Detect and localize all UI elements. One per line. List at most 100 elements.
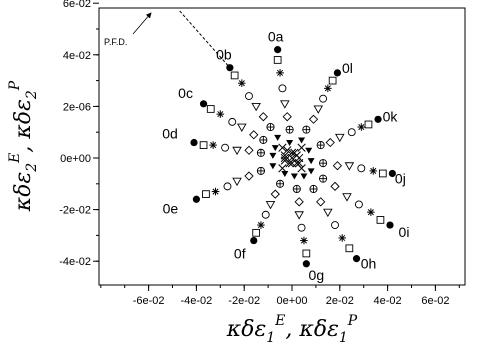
marker-filled-circle <box>190 138 198 147</box>
marker-x-cross <box>287 148 297 157</box>
series-label-0b: 0b <box>216 47 232 63</box>
series-0g <box>287 159 311 268</box>
marker-inverted-triangle <box>232 177 242 187</box>
plot-frame <box>98 7 466 286</box>
x-tick-label: -6e-02 <box>133 295 165 307</box>
marker-open-circle <box>221 143 230 152</box>
marker-filled-triangle <box>300 173 308 180</box>
marker-x-stroke <box>283 146 292 155</box>
marker-x-cross <box>297 143 306 152</box>
series-0e <box>192 156 289 203</box>
marker-crossed-circle <box>319 174 328 183</box>
marker-star-stroke <box>277 69 284 76</box>
marker-crossed-circle <box>319 159 328 168</box>
marker-open-circle <box>297 223 306 232</box>
marker-filled-triangle <box>307 158 315 165</box>
marker-filled-circle <box>388 169 396 178</box>
marker-diamond <box>258 112 268 122</box>
marker-x-cross <box>292 159 301 168</box>
marker-inverted-triangle <box>313 105 324 114</box>
marker-square <box>252 228 261 237</box>
marker-diamond <box>316 197 326 207</box>
marker-filled-circle <box>274 46 282 54</box>
marker-star <box>238 79 246 87</box>
marker-inverted-triangle <box>237 123 247 132</box>
svg-text:κδε2E, κδε2P: κδε2E, κδε2P <box>7 80 40 212</box>
marker-x-stroke <box>292 159 301 168</box>
marker-star-stroke <box>217 111 224 118</box>
marker-x-stroke <box>287 148 297 157</box>
series-0d <box>190 138 289 163</box>
marker-open-circle <box>278 84 287 93</box>
x-axis-title: κδε1E, κδε1P <box>226 313 358 346</box>
marker-filled-triangle <box>298 137 306 144</box>
marker-inverted-triangle <box>294 211 304 220</box>
series-0i <box>295 159 394 229</box>
y-tick-label: 2e-06 <box>63 101 91 113</box>
marker-star-stroke <box>238 80 245 87</box>
marker-filled-triangle <box>281 170 289 177</box>
marker-diamond <box>244 171 254 181</box>
series-0j <box>295 153 396 178</box>
marker-filled-triangle <box>290 173 298 180</box>
marker-open-circle <box>223 182 232 191</box>
series-label-0k: 0k <box>383 108 399 124</box>
marker-star <box>369 167 378 175</box>
series-label-0h: 0h <box>361 256 377 272</box>
marker-filled-circle <box>386 221 394 229</box>
marker-crossed-circle <box>259 135 268 144</box>
marker-square <box>345 244 354 253</box>
marker-x-cross <box>285 159 294 168</box>
marker-inverted-triangle <box>265 200 276 210</box>
marker-star-stroke <box>210 142 217 149</box>
marker-filled-triangle <box>286 140 294 147</box>
marker-star-stroke <box>367 209 374 216</box>
y-tick-label: 6e-02 <box>63 0 91 10</box>
series-label-0l: 0l <box>342 60 353 76</box>
marker-filled-circle <box>374 115 382 123</box>
marker-filled-triangle <box>269 163 277 170</box>
x-tick-label: 4e-02 <box>374 295 402 307</box>
marker-filled-circle <box>192 195 200 203</box>
marker-x-stroke <box>290 148 299 157</box>
marker-x-cross <box>283 146 292 155</box>
marker-inverted-triangle <box>251 102 261 112</box>
marker-square <box>206 105 215 113</box>
marker-open-circle <box>357 164 366 173</box>
marker-diamond <box>325 137 335 148</box>
marker-square <box>202 190 210 198</box>
marker-star-stroke <box>212 188 219 195</box>
x-tick-label: -2e-02 <box>228 295 260 307</box>
marker-diamond <box>294 197 304 207</box>
marker-star <box>209 141 217 149</box>
marker-open-circle <box>228 117 237 126</box>
y-tick-label: 4e-02 <box>63 50 91 62</box>
marker-inverted-triangle <box>335 133 345 143</box>
marker-open-circle <box>245 92 253 101</box>
marker-filled-circle <box>333 69 342 77</box>
x-tick-label: 0e+00 <box>277 295 308 307</box>
marker-x-cross <box>290 148 299 157</box>
marker-filled-circle <box>250 236 258 245</box>
marker-diamond <box>282 112 292 122</box>
marker-star-stroke <box>257 222 264 229</box>
marker-x-cross <box>278 143 287 152</box>
marker-inverted-triangle <box>344 162 355 171</box>
marker-crossed-circle <box>256 148 265 157</box>
x-axis: -6e-02 -4e-02 -2e-02 0e+00 2e-02 4e-02 6e-02 <box>100 285 460 307</box>
x-tick-label: 2e-02 <box>326 295 354 307</box>
marker-star <box>367 208 375 216</box>
marker-filled-triangle <box>271 145 279 152</box>
marker-square <box>376 216 385 224</box>
x-tick-label: -4e-02 <box>181 295 213 307</box>
marker-crossed-circle <box>266 122 275 132</box>
marker-diamond <box>332 161 343 171</box>
marker-diamond <box>270 189 280 199</box>
marker-star-stroke <box>370 167 377 174</box>
marker-square <box>230 71 239 80</box>
marker-square <box>364 120 373 129</box>
pfd-annotation: P.F.D. <box>104 10 231 69</box>
y-tick-label: 0e+00 <box>60 153 91 165</box>
marker-filled-triangle <box>269 152 277 159</box>
